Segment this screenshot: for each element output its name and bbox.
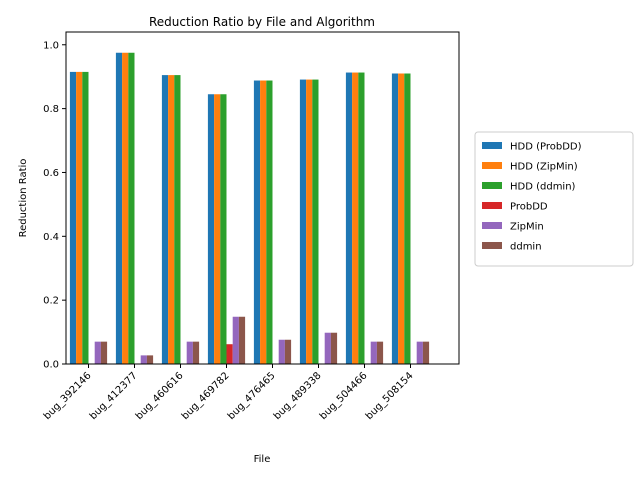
bars-layer xyxy=(69,52,430,365)
y-tick-label: 0.8 xyxy=(43,104,59,115)
y-tick-label: 1.0 xyxy=(43,40,59,51)
bar-bug_469782-hdd-ddmin xyxy=(220,94,227,364)
legend: HDD (ProbDD) HDD (ZipMin) HDD (ddmin) ProbD… xyxy=(474,131,634,267)
bar-bug_508154-zipmin xyxy=(416,341,423,364)
legend-swatch xyxy=(482,162,502,169)
legend-swatch xyxy=(482,242,502,249)
bar-bug_412377-hdd-ddmin xyxy=(128,52,135,364)
bar-bug_489338-hdd-zipmin xyxy=(306,79,313,364)
bar-bug_508154-hdd-ddmin xyxy=(404,73,411,364)
legend-swatch xyxy=(482,182,502,189)
bar-bug_460616-hdd-ddmin xyxy=(174,75,181,364)
bar-bug_392146-hdd-zipmin xyxy=(76,71,83,365)
bar-bug_392146-hdd-probdd xyxy=(69,71,77,365)
legend-swatch xyxy=(482,222,502,229)
y-tick-label: 0.0 xyxy=(43,360,59,371)
bar-bug_489338-zipmin xyxy=(324,332,331,364)
bar-bug_504466-hdd-ddmin xyxy=(358,72,365,364)
bar-bug_412377-zipmin xyxy=(140,355,147,364)
bar-bug_469782-hdd-zipmin xyxy=(214,94,221,364)
y-tick-label: 0.2 xyxy=(43,296,59,307)
legend-label: ddmin xyxy=(510,242,542,253)
y-tick-label: 0.4 xyxy=(43,232,59,243)
bar-bug_469782-hdd-probdd xyxy=(207,94,215,364)
legend-label: HDD (ZipMin) xyxy=(510,162,578,173)
x-tick-label: bug_476465 xyxy=(226,370,278,422)
bar-bug_476465-hdd-zipmin xyxy=(260,80,267,365)
legend-label: ZipMin xyxy=(510,222,544,233)
x-axis-label: File xyxy=(254,454,271,465)
bar-bug_392146-zipmin xyxy=(94,341,101,364)
bar-bug_460616-hdd-zipmin xyxy=(168,75,175,364)
bar-bug_412377-ddmin xyxy=(146,355,154,364)
legend-box xyxy=(474,131,634,267)
chart-title: Reduction Ratio by File and Algorithm xyxy=(149,15,375,29)
bar-bug_476465-hdd-probdd xyxy=(253,80,261,365)
x-axis: bug_392146bug_412377bug_460616bug_469782… xyxy=(42,364,416,422)
x-tick-label: bug_489338 xyxy=(272,370,324,422)
bar-bug_508154-ddmin xyxy=(422,341,430,364)
bar-bug_392146-hdd-ddmin xyxy=(82,71,89,365)
bar-bug_469782-ddmin xyxy=(238,316,246,364)
bar-bug_489338-hdd-probdd xyxy=(299,79,307,364)
legend-label: HDD (ddmin) xyxy=(510,182,576,193)
bar-bug_476465-zipmin xyxy=(278,339,285,364)
y-tick-label: 0.6 xyxy=(43,168,59,179)
bar-bug_460616-ddmin xyxy=(192,341,200,364)
x-tick-label: bug_508154 xyxy=(364,370,416,422)
bar-bug_392146-ddmin xyxy=(100,341,108,364)
bar-bug_489338-ddmin xyxy=(330,332,338,364)
bar-bug_460616-zipmin xyxy=(186,341,193,364)
x-tick-label: bug_412377 xyxy=(88,370,140,422)
bar-bug_469782-zipmin xyxy=(232,316,239,364)
bar-bug_412377-hdd-probdd xyxy=(115,52,123,364)
bar-bug_476465-hdd-ddmin xyxy=(266,80,273,365)
x-tick-label: bug_504466 xyxy=(318,370,370,422)
bar-bug_460616-hdd-probdd xyxy=(161,75,169,364)
bar-bug_412377-hdd-zipmin xyxy=(122,52,129,364)
bar-bug_489338-hdd-ddmin xyxy=(312,79,319,364)
legend-swatch xyxy=(482,142,502,149)
y-axis: 0.0 0.2 0.4 0.6 0.8 1.0 xyxy=(43,40,66,371)
bar-bug_504466-hdd-zipmin xyxy=(352,72,359,364)
x-tick-label: bug_392146 xyxy=(42,370,94,422)
bar-bug_469782-probdd xyxy=(226,344,233,364)
plot-frame xyxy=(65,31,460,365)
bar-bug_504466-zipmin xyxy=(370,341,377,364)
legend-label: HDD (ProbDD) xyxy=(510,142,582,153)
x-tick-label: bug_469782 xyxy=(180,370,232,422)
legend-label: ProbDD xyxy=(510,202,548,213)
y-axis-label: Reduction Ratio xyxy=(18,159,29,238)
bar-bug_504466-ddmin xyxy=(376,341,384,364)
bar-bug_476465-ddmin xyxy=(284,339,292,364)
bar-bug_508154-hdd-zipmin xyxy=(398,73,405,364)
bar-bug_504466-hdd-probdd xyxy=(345,72,353,364)
bar-bug_508154-hdd-probdd xyxy=(391,73,399,364)
x-tick-label: bug_460616 xyxy=(134,370,186,422)
legend-swatch xyxy=(482,202,502,209)
